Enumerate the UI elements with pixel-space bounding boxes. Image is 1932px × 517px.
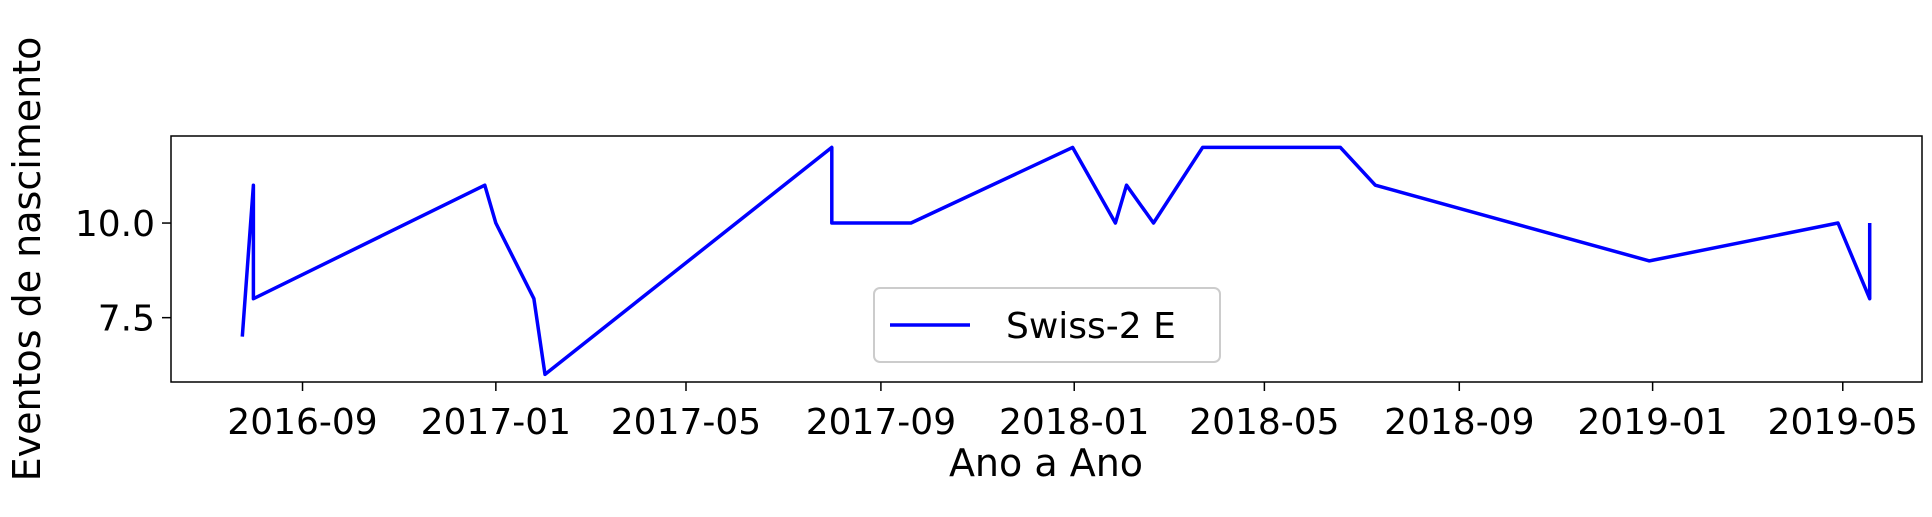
y-tick-label: 7.5 — [98, 299, 155, 340]
y-tick-label: 10.0 — [75, 204, 155, 245]
legend: Swiss-2 E — [873, 287, 1221, 363]
x-tick-label: 2017-09 — [806, 402, 956, 443]
series-line-swiss-2-e — [240, 145, 1872, 377]
series-points — [242, 147, 1870, 375]
y-axis: 7.5 10.0 — [75, 204, 171, 340]
legend-box — [873, 287, 1221, 363]
y-axis-title: Eventos de nascimento — [5, 37, 49, 482]
x-axis: 2016-09 2017-01 2017-05 2017-09 2018-01 2018-… — [227, 382, 1918, 443]
x-tick-label: 2018-05 — [1189, 402, 1339, 443]
x-tick-label: 2017-05 — [611, 402, 761, 443]
x-tick-label: 2016-09 — [227, 402, 377, 443]
x-tick-label: 2018-01 — [999, 402, 1149, 443]
x-axis-title: Ano a Ano — [949, 441, 1143, 485]
x-tick-label: 2019-05 — [1768, 402, 1918, 443]
legend-label-swiss-2-e: Swiss-2 E — [1006, 306, 1176, 347]
x-tick-label: 2018-09 — [1384, 402, 1534, 443]
x-tick-label: 2019-01 — [1577, 402, 1727, 443]
x-tick-label: 2017-01 — [421, 402, 571, 443]
